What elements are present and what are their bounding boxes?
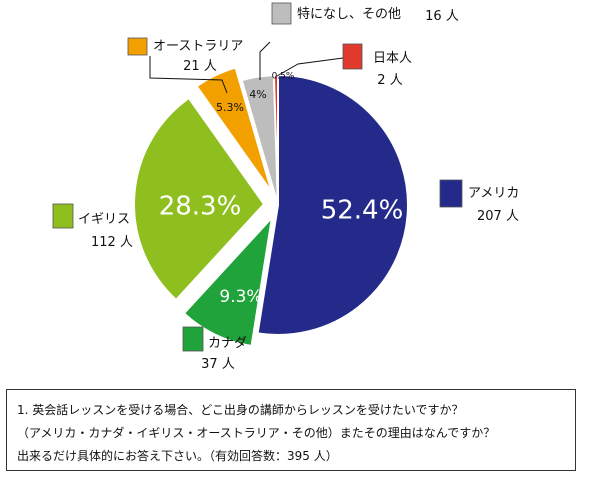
legend-count-4: 16 人 xyxy=(425,9,459,24)
leader-line-japan xyxy=(276,57,344,77)
percent-label-1: 9.3% xyxy=(219,287,262,307)
legend-count-2: 112 人 xyxy=(91,235,133,250)
pie-slice-3 xyxy=(195,66,273,193)
legend-swatch-3 xyxy=(127,37,148,56)
legend-count-1: 37 人 xyxy=(201,357,235,372)
caption-line-2: （アメリカ・カナダ・イギリス・オーストラリア・その他）またその理由はなんですか？ xyxy=(17,426,496,440)
legend-swatch-4 xyxy=(271,2,292,25)
legend-swatch-2 xyxy=(52,203,74,229)
legend-count-5: 2 人 xyxy=(377,73,402,88)
caption-line-3: 出来るだけ具体的にお答え下さい。（有効回答数：395 人） xyxy=(17,449,338,463)
legend-count-0: 207 人 xyxy=(477,209,519,224)
percent-label-4: 4% xyxy=(249,88,266,101)
legend-label-0: アメリカ xyxy=(468,186,519,201)
caption-line-1: 1. 英会話レッスンを受ける場合、どこ出身の講師からレッスンを受けたいですか？ xyxy=(17,403,464,417)
legend-swatch-5 xyxy=(342,43,363,70)
percent-labels: 52.4% 9.3% 28.3% 5.3% 4% 0.5% xyxy=(159,72,404,308)
percent-label-0: 52.4% xyxy=(321,196,404,226)
percent-label-3: 5.3% xyxy=(216,101,244,114)
legend-count-3: 21 人 xyxy=(183,59,217,74)
leader-lines xyxy=(149,41,344,94)
leader-line-australia xyxy=(149,56,228,94)
legend-label-5: 日本人 xyxy=(373,51,412,66)
leader-line-other xyxy=(259,41,271,80)
legend-label-4: 特になし、その他 xyxy=(297,7,401,22)
legend-swatch-1 xyxy=(182,326,204,352)
legend-swatch-0 xyxy=(439,179,463,208)
legend-label-2: イギリス xyxy=(78,212,130,227)
pie-slices xyxy=(133,66,409,348)
legend-label-3: オーストラリア xyxy=(153,39,243,54)
percent-label-5: 0.5% xyxy=(272,72,295,82)
pie-slice-2 xyxy=(133,96,266,302)
pie-slice-0 xyxy=(256,73,409,336)
question-caption-box: 1. 英会話レッスンを受ける場合、どこ出身の講師からレッスンを受けたいですか？ … xyxy=(6,389,576,471)
legend-label-1: カナダ xyxy=(208,336,247,351)
pie-slice-1 xyxy=(182,214,274,348)
percent-label-2: 28.3% xyxy=(159,192,242,222)
